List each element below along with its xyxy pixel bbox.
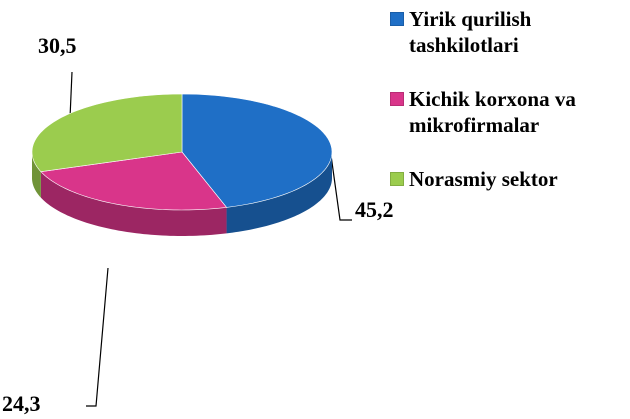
legend-item: Norasmiy sektor [390,166,630,192]
leader-line [86,267,109,407]
data-label: 45,2 [355,197,394,222]
leader-lines [69,71,352,407]
data-label: 24,3 [2,391,41,416]
slice-side [40,171,227,236]
data-label: 30,5 [38,33,77,58]
legend-item: Kichik korxona va mikrofirmalar [390,86,630,138]
legend-swatch [390,12,404,26]
leader-line [329,147,352,221]
slice-side [32,152,41,198]
slice [181,93,333,208]
legend-item: Yirik qurilish tashkilotlari [390,6,630,58]
leader-line [69,71,73,119]
legend-label: Yirik qurilish tashkilotlari [409,7,532,57]
slice [40,151,228,211]
legend-swatch [390,92,404,106]
legend-swatch [390,172,404,186]
slice-side [226,152,332,234]
legend: Yirik qurilish tashkilotlari Kichik korxo… [390,6,630,220]
legend-label: Norasmiy sektor [409,167,558,191]
legend-label: Kichik korxona va mikrofirmalar [409,87,576,137]
slice [31,93,183,172]
